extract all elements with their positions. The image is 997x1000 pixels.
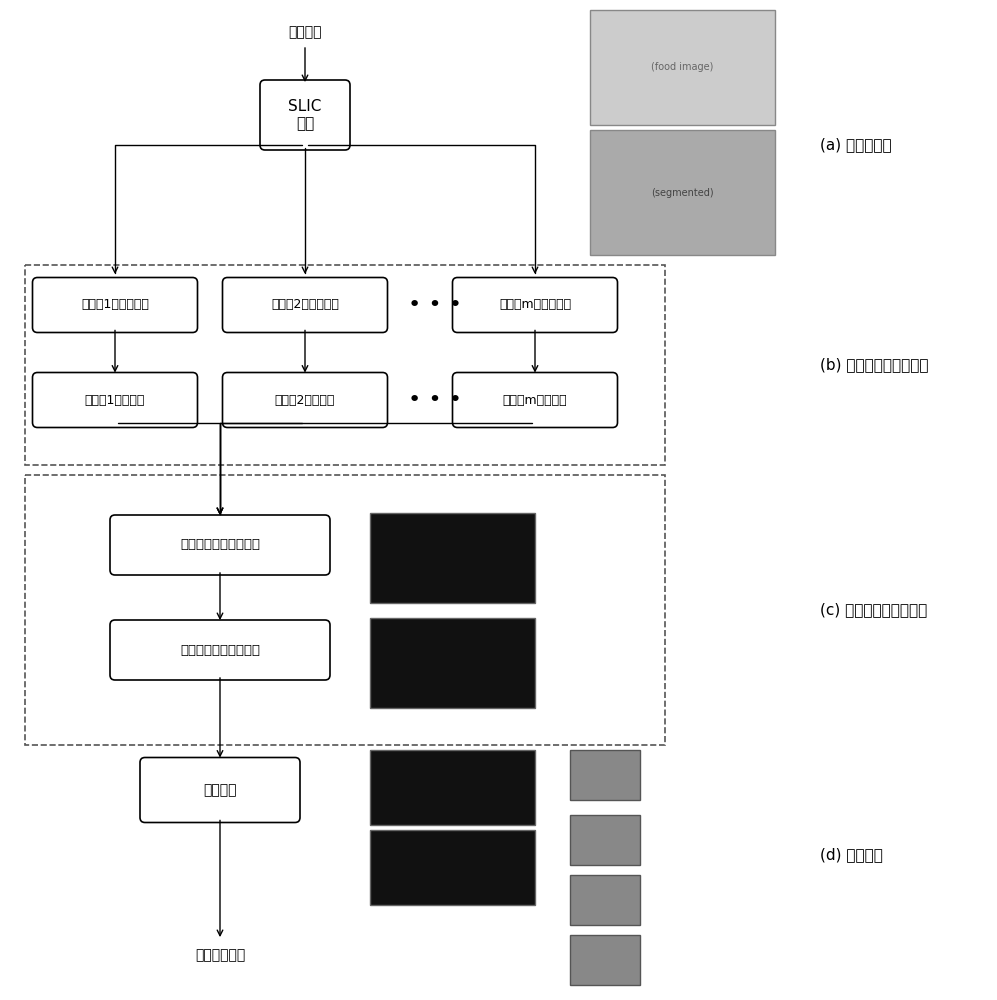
- Text: • • •: • • •: [408, 390, 462, 410]
- FancyBboxPatch shape: [33, 372, 197, 428]
- Text: (b) 多視角圖模型的構建: (b) 多視角圖模型的構建: [820, 358, 928, 372]
- Text: 餐具分割: 餐具分割: [203, 783, 236, 797]
- FancyBboxPatch shape: [453, 277, 617, 332]
- Bar: [570, 815, 640, 865]
- Bar: [570, 875, 640, 925]
- Bar: [570, 935, 640, 985]
- Text: (c) 超像素點的排序檢測: (c) 超像素點的排序檢測: [820, 602, 927, 617]
- FancyBboxPatch shape: [140, 758, 300, 822]
- FancyBboxPatch shape: [222, 372, 388, 428]
- Text: 提取第1類圖像特征: 提取第1類圖像特征: [81, 298, 149, 312]
- Text: (a) 超像素分割: (a) 超像素分割: [820, 137, 891, 152]
- Text: 餐具檢測結果: 餐具檢測結果: [194, 948, 245, 962]
- Bar: [370, 830, 535, 905]
- Text: 第一階段的多視角排序: 第一階段的多視角排序: [180, 538, 260, 552]
- Text: 提取第2類圖像特征: 提取第2類圖像特征: [271, 298, 339, 312]
- Text: 第二階段的多視角排序: 第二階段的多視角排序: [180, 644, 260, 656]
- Bar: [370, 618, 535, 708]
- Text: (d) 餐具檢測: (d) 餐具檢測: [820, 848, 883, 862]
- FancyBboxPatch shape: [110, 620, 330, 680]
- Text: (segmented): (segmented): [651, 188, 714, 198]
- Bar: [590, 10, 775, 125]
- Text: 輸入圖像: 輸入圖像: [288, 25, 322, 39]
- FancyBboxPatch shape: [453, 372, 617, 428]
- Text: 生成第2類圖模型: 生成第2類圖模型: [275, 393, 335, 406]
- FancyBboxPatch shape: [222, 277, 388, 332]
- Bar: [570, 750, 640, 800]
- Text: • • •: • • •: [408, 295, 462, 315]
- Bar: [370, 750, 535, 825]
- FancyBboxPatch shape: [260, 80, 350, 150]
- Text: 生成第m類圖模型: 生成第m類圖模型: [502, 393, 567, 406]
- FancyBboxPatch shape: [110, 515, 330, 575]
- Text: 提取第m類圖像特征: 提取第m類圖像特征: [498, 298, 571, 312]
- FancyBboxPatch shape: [33, 277, 197, 332]
- Text: 生成第1類圖模型: 生成第1類圖模型: [85, 393, 146, 406]
- Text: SLIC
分割: SLIC 分割: [288, 99, 322, 131]
- Bar: [370, 513, 535, 603]
- Bar: [590, 130, 775, 255]
- Text: (food image): (food image): [651, 62, 714, 73]
